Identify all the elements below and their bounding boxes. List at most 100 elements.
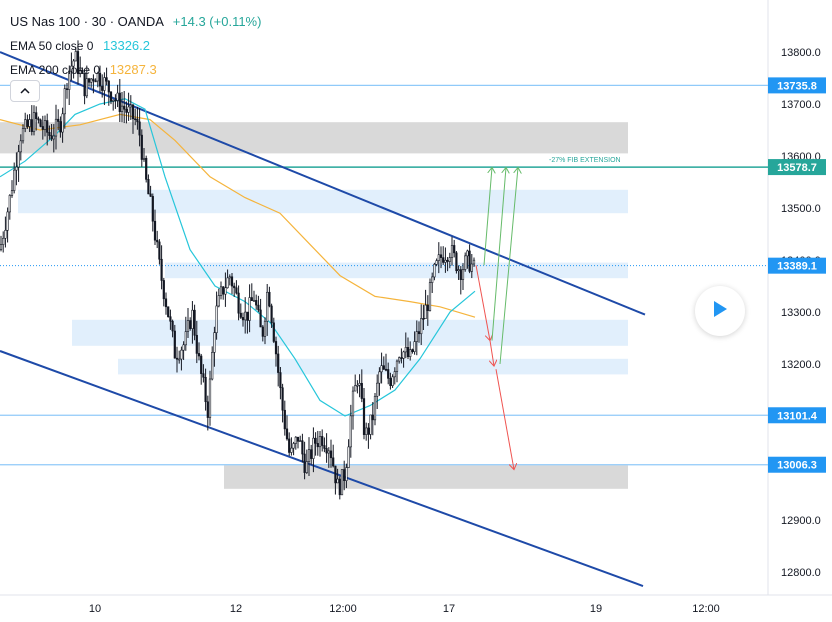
candle-body — [120, 105, 124, 112]
candle-body — [182, 344, 185, 351]
candle-body — [329, 450, 333, 459]
projection-arrow-0 — [475, 265, 490, 340]
candle-body — [21, 128, 25, 142]
candle-body — [41, 126, 44, 130]
zone-3 — [72, 319, 628, 346]
candle-body — [244, 311, 247, 321]
candle-body — [46, 120, 49, 133]
candle-body — [32, 112, 36, 132]
candle-body — [349, 415, 352, 448]
symbol-row: US Nas 100 · 30 · OANDA +14.3 (+0.11%) — [10, 10, 261, 34]
candle-body — [417, 331, 421, 335]
candle-body — [37, 118, 40, 121]
price-axis — [768, 0, 832, 622]
legend-collapse-button[interactable] — [10, 80, 40, 102]
candle-body — [204, 376, 207, 403]
candle-body — [19, 140, 22, 153]
candle-body — [96, 72, 99, 82]
candle-body — [101, 85, 104, 91]
candle-body — [277, 353, 280, 373]
candle-body — [332, 457, 335, 467]
candle-body — [318, 436, 322, 448]
candle-body — [428, 282, 432, 311]
ema200-row[interactable]: EMA 200 close 0 13287.3 — [10, 58, 261, 82]
candle-body — [173, 330, 176, 359]
candle-body — [470, 263, 473, 272]
chevron-up-icon — [20, 85, 30, 97]
candle-body — [134, 118, 137, 121]
symbol-title[interactable]: US Nas 100 · 30 · OANDA — [10, 14, 164, 29]
candle-body — [268, 291, 271, 307]
y-tick-label: 12900.0 — [781, 515, 821, 527]
candle-body — [116, 92, 119, 101]
candle-body — [103, 77, 106, 91]
candle-body — [442, 257, 445, 263]
candle-body — [63, 88, 66, 115]
x-tick-label: 17 — [443, 603, 455, 615]
candle-body — [448, 257, 451, 262]
candle-body — [178, 358, 181, 361]
candle-body — [191, 309, 194, 329]
candle-body — [303, 453, 306, 473]
candle-body — [107, 80, 110, 93]
candle-body — [400, 357, 403, 359]
candle-body — [140, 134, 143, 160]
candle-body — [6, 211, 9, 231]
candle-body — [356, 384, 359, 387]
price-change: +14.3 (+0.11%) — [172, 14, 262, 29]
candle-body — [202, 373, 205, 378]
zone-0 — [0, 122, 628, 154]
candle-body — [105, 77, 108, 82]
candle-body — [151, 196, 154, 222]
candle-body — [415, 331, 418, 342]
candle-body — [255, 300, 258, 306]
candle-body — [26, 119, 29, 127]
candle-body — [270, 305, 273, 324]
candle-body — [112, 99, 115, 102]
candle-body — [314, 437, 317, 444]
candle-body — [422, 318, 425, 320]
candle-body — [226, 277, 229, 289]
ema50-value: 13326.2 — [103, 38, 151, 53]
candle-body — [424, 304, 427, 320]
candle-body — [136, 118, 139, 123]
candle-body — [455, 252, 458, 272]
candle-body — [189, 320, 192, 329]
candle-body — [371, 414, 374, 421]
candle-body — [4, 229, 7, 239]
candle-body — [241, 317, 245, 321]
candle-body — [92, 78, 95, 82]
candle-body — [263, 320, 267, 337]
chart-legend: US Nas 100 · 30 · OANDA +14.3 (+0.11%) E… — [10, 10, 261, 82]
candle-body — [343, 469, 346, 481]
replay-play-button[interactable] — [695, 286, 745, 336]
candle-body — [433, 264, 436, 278]
candle-body — [2, 237, 5, 245]
price-badge-label-3: 13101.4 — [777, 410, 818, 422]
candle-body — [367, 427, 370, 435]
play-icon — [712, 300, 728, 323]
candle-body — [259, 309, 262, 328]
zone-4 — [118, 358, 628, 375]
ema50-row[interactable]: EMA 50 close 0 13326.2 — [10, 34, 261, 58]
candle-body — [125, 108, 128, 113]
candle-body — [8, 195, 11, 213]
price-badge-2 — [768, 257, 826, 274]
candle-body — [457, 269, 460, 272]
candle-body — [28, 119, 31, 127]
candle-body — [39, 119, 42, 127]
projection-arrow-1 — [490, 340, 494, 366]
candle-body — [17, 151, 20, 168]
candle-body — [409, 349, 412, 357]
candle-body — [266, 291, 269, 322]
candle-body — [420, 318, 423, 335]
price-badge-3 — [768, 407, 826, 424]
price-badge-1 — [768, 159, 826, 176]
projection-arrow-2 — [495, 369, 514, 469]
candle-body — [281, 387, 284, 411]
candle-body — [195, 334, 198, 354]
y-tick-label: 12800.0 — [781, 567, 821, 579]
candle-body — [285, 428, 289, 440]
candle-body — [24, 119, 27, 129]
